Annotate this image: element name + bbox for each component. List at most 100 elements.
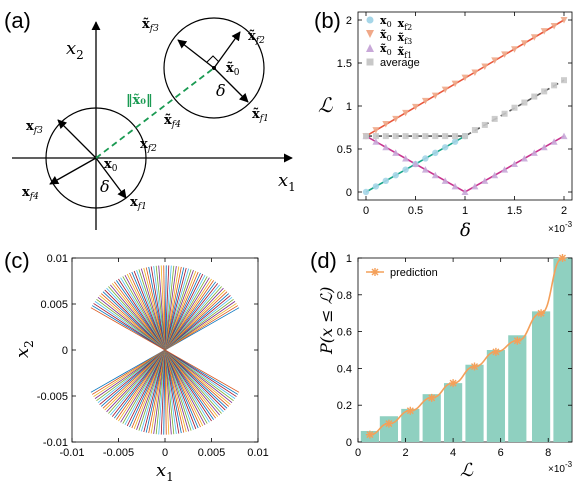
- data-point-b-1: [540, 28, 548, 35]
- xtick-label-b: 2: [561, 205, 567, 217]
- arrow-xtf1: [213, 67, 249, 103]
- xlabel-c: x1: [156, 460, 174, 484]
- data-point-b-1: [520, 40, 528, 47]
- bar-d: [444, 383, 463, 442]
- data-point-b-1: [441, 86, 449, 94]
- data-point-b-1: [412, 103, 419, 111]
- prediction-point-d: [449, 379, 458, 388]
- data-point-b-2: [540, 143, 548, 151]
- prediction-point-d: [427, 393, 436, 402]
- label-xf1: xf1: [130, 195, 147, 212]
- arrow-xf4: [49, 157, 97, 185]
- ylabel-d: P(x ≤ ℒ): [317, 287, 336, 355]
- ytick-label-c: 0.01: [47, 253, 68, 265]
- xtick-label-d: 0: [355, 447, 361, 459]
- prediction-line-d: [365, 254, 567, 439]
- ytick-label-c: -0.005: [37, 391, 68, 403]
- xlabel-b: δ: [460, 220, 471, 241]
- data-point-b-3: [561, 77, 567, 84]
- data-point-b-2: [392, 149, 400, 156]
- legend-label-b-0: x0 xf2: [380, 14, 412, 32]
- xmult-b: ×10-3: [548, 220, 573, 235]
- data-point-b-0: [372, 183, 380, 190]
- xtick-label-b: 0.5: [408, 205, 423, 217]
- data-point-b-3: [471, 127, 478, 134]
- data-point-b-3: [422, 133, 429, 140]
- data-point-b-0: [432, 149, 439, 157]
- prediction-point-d: [470, 362, 479, 371]
- data-point-b-2: [372, 138, 380, 145]
- ytick-label-d: 0.8: [337, 290, 352, 302]
- ytick-label-d: 0.6: [337, 327, 352, 339]
- data-point-b-3: [432, 133, 439, 140]
- data-point-b-3: [442, 133, 449, 140]
- data-point-b-2: [451, 182, 459, 190]
- prediction-curve-d: [369, 257, 563, 436]
- ytick-label-b: 1.5: [337, 58, 352, 70]
- data-point-b-3: [491, 115, 498, 122]
- ytick-label-c: -0.01: [43, 437, 68, 449]
- bars-d: [360, 258, 572, 442]
- data-point-b-2: [421, 166, 429, 173]
- bar-d: [422, 394, 441, 442]
- ytick-label-d: 1: [346, 253, 352, 265]
- ytick-label-d: 0.4: [337, 363, 352, 375]
- right-angle-mark: [206, 55, 220, 63]
- bar-d: [401, 408, 420, 442]
- ytick-label-b: 2: [346, 15, 352, 27]
- data-point-b-3: [392, 133, 399, 140]
- axis-x2-label: x2: [66, 38, 84, 62]
- data-point-b-2: [481, 177, 489, 184]
- bar-d: [508, 335, 527, 442]
- legend-marker-b-2: [366, 44, 374, 52]
- lines-c: [90, 265, 240, 435]
- data-point-b-3: [511, 104, 518, 111]
- xlabel-d: ℒ: [460, 460, 474, 481]
- prediction-point-d: [384, 419, 393, 428]
- data-point-b-3: [541, 88, 548, 95]
- data-point-b-1: [491, 57, 499, 64]
- data-point-b-1: [530, 34, 538, 41]
- xtick-label-c: 0: [162, 447, 168, 459]
- bar-d: [486, 350, 506, 442]
- xtick-label-c: 0.01: [247, 447, 268, 459]
- lines-b: [365, 19, 565, 193]
- legend-label-b-3: average: [380, 57, 420, 69]
- data-point-b-0: [382, 177, 389, 185]
- label-delta-low: δ: [100, 177, 110, 196]
- data-point-b-1: [461, 74, 469, 82]
- series-line-b-2: [365, 135, 565, 193]
- bar-d: [465, 364, 484, 442]
- data-point-b-3: [501, 110, 508, 117]
- ytick-label-c: 0.005: [40, 299, 68, 311]
- ytick-label-b: 0.5: [337, 144, 352, 156]
- data-point-b-2: [501, 166, 509, 173]
- xtick-label-c: -0.005: [103, 447, 134, 459]
- panel-d: (d) 0 2 4 6 8 0 0.2 0.4 0.6 0.8 1 prediction P(x ≤…: [310, 248, 573, 481]
- xtick-label-b: 1: [462, 205, 468, 217]
- data-point-b-1: [560, 17, 568, 24]
- data-point-b-3: [481, 121, 488, 128]
- data-point-b-2: [402, 154, 410, 162]
- legend-marker-d: [371, 268, 379, 276]
- data-point-b-0: [392, 172, 399, 179]
- data-point-b-2: [412, 160, 419, 168]
- data-point-b-1: [382, 121, 390, 128]
- panel-label-b: (b): [314, 8, 341, 33]
- data-point-b-3: [402, 133, 409, 140]
- points-b: [362, 17, 568, 196]
- legend-marker-b-1: [366, 30, 374, 38]
- data-point-b-2: [550, 138, 558, 145]
- ylabel-c: x2: [12, 340, 36, 358]
- axis-x1-label: x1: [278, 170, 296, 194]
- data-point-b-0: [442, 144, 449, 151]
- xtick-label-b: 1.5: [507, 205, 522, 217]
- ytick-label-d: 0.2: [337, 400, 352, 412]
- ticks-d: 0 2 4 6 8 0 0.2 0.4 0.6 0.8 1: [337, 253, 572, 459]
- arrow-xtf3: [177, 39, 215, 69]
- legend-label-d: prediction: [390, 267, 438, 279]
- label-xtf4: x̃f4: [164, 113, 181, 130]
